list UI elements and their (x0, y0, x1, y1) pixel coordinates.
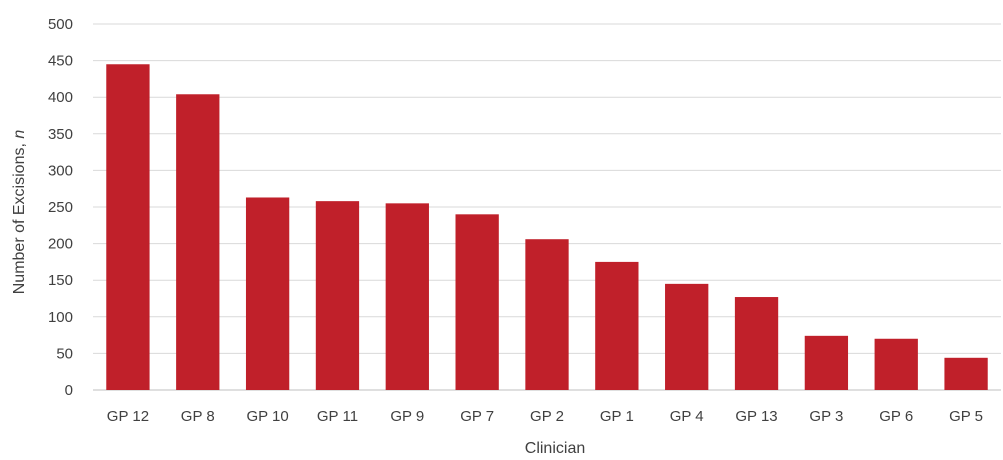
bar (385, 203, 429, 390)
x-tick-label: GP 11 (317, 408, 358, 425)
x-tick-label: GP 13 (735, 408, 777, 425)
y-tick-label: 350 (48, 126, 73, 143)
x-tick-label: GP 1 (600, 408, 634, 425)
y-axis-title-text: Number of Excisions, (11, 139, 28, 295)
bar (245, 197, 290, 390)
x-axis-title: Clinician (525, 440, 585, 457)
x-tick-label: GP 8 (181, 408, 215, 425)
bar (525, 239, 569, 390)
x-tick-label: GP 2 (530, 408, 564, 425)
x-tick-label: GP 5 (949, 408, 983, 425)
bar (804, 335, 849, 390)
x-tick-label: GP 10 (246, 408, 288, 425)
y-tick-label: 50 (56, 345, 73, 362)
y-tick-label: 0 (65, 382, 73, 399)
y-tick-label: 450 (48, 53, 73, 70)
bar (455, 214, 499, 390)
y-tick-label: 300 (48, 162, 73, 179)
bar (944, 357, 988, 390)
y-tick-label: 200 (48, 236, 73, 253)
x-tick-label: GP 6 (879, 408, 913, 425)
x-tick-label: GP 4 (670, 408, 704, 425)
x-tick-label: GP 9 (390, 408, 424, 425)
x-tick-label: GP 12 (107, 408, 149, 425)
y-tick-label: 500 (48, 16, 73, 33)
bar (874, 338, 918, 390)
y-axis-ticks: 0 50 100 150 200 250 300 350 400 450 500 (48, 16, 73, 399)
y-tick-label: 250 (48, 199, 73, 216)
bar (665, 283, 709, 390)
bar (106, 64, 150, 390)
bar (315, 201, 360, 390)
y-tick-label: 100 (48, 309, 73, 326)
y-tick-label: 150 (48, 272, 73, 289)
y-axis-title-variable: n (11, 130, 28, 139)
x-tick-label: GP 3 (809, 408, 843, 425)
bar (734, 297, 779, 390)
x-axis-ticks: GP 12 GP 8 GP 10 GP 11 GP 9 GP 7 GP 2 GP 1 GP 4 G… (107, 408, 983, 425)
bar (595, 261, 639, 390)
y-tick-label: 400 (48, 89, 73, 106)
y-axis-title: Number of Excisions, n (11, 130, 28, 295)
x-tick-label: GP 7 (460, 408, 494, 425)
bars (106, 64, 988, 390)
bar (176, 94, 220, 390)
